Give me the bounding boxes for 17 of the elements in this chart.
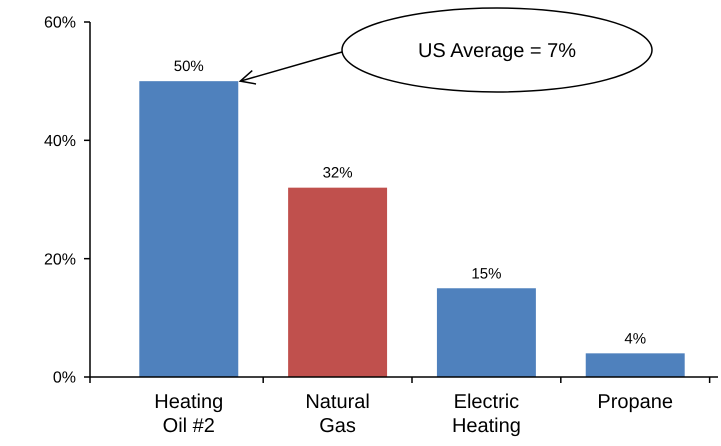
- annotation: US Average = 7%: [418, 40, 576, 62]
- y-tick-label: 60%: [44, 14, 76, 32]
- y-tick-label: 0%: [52, 370, 76, 387]
- x-tick-label: Natural Gas: [305, 391, 370, 437]
- bar: [436, 288, 536, 377]
- data-label: 4%: [624, 330, 646, 348]
- bar: [288, 188, 388, 377]
- y-tick-label: 40%: [44, 132, 76, 150]
- y-tick-label: 20%: [44, 251, 76, 268]
- bar: [586, 353, 685, 377]
- x-tick-label: Heating Oil #2: [154, 391, 224, 437]
- data-label: 15%: [471, 265, 502, 282]
- data-label: 50%: [174, 58, 204, 76]
- x-tick-label: Propane: [597, 391, 674, 413]
- x-tick-label: Electric Heating: [452, 391, 521, 437]
- data-label: 32%: [322, 164, 353, 182]
- bar: [139, 81, 238, 377]
